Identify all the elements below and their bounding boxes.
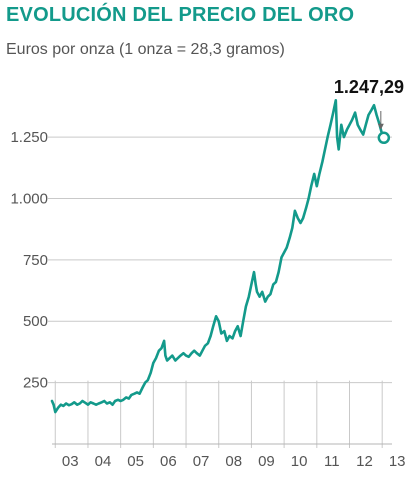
callout-arrow xyxy=(377,123,384,130)
chart-title: EVOLUCIÓN DEL PRECIO DEL ORO xyxy=(6,4,355,26)
x-tick-label: 06 xyxy=(160,453,177,470)
y-tick-label: 1.250 xyxy=(10,129,48,146)
x-tick-label: 08 xyxy=(225,453,242,470)
y-tick-label: 250 xyxy=(23,375,48,392)
chart-subtitle: Euros por onza (1 onza = 28,3 gramos) xyxy=(6,41,285,58)
x-tick-label: 11 xyxy=(324,453,340,470)
y-tick-label: 1.000 xyxy=(10,190,48,207)
x-tick-label: 03 xyxy=(62,453,79,470)
x-tick-label: 04 xyxy=(95,453,112,470)
y-tick-label: 750 xyxy=(23,252,48,269)
x-tick-label: 13 xyxy=(389,453,406,470)
series-line xyxy=(50,99,386,414)
x-tick-label: 10 xyxy=(291,453,308,470)
x-tick-label: 09 xyxy=(258,453,275,470)
last-value-marker xyxy=(377,131,391,145)
x-tick-label: 12 xyxy=(356,453,373,470)
x-tick-label: 05 xyxy=(127,453,144,470)
last-value-label: 1.247,29 xyxy=(334,77,404,97)
x-tick-label: 07 xyxy=(193,453,210,470)
y-tick-label: 500 xyxy=(23,313,48,330)
